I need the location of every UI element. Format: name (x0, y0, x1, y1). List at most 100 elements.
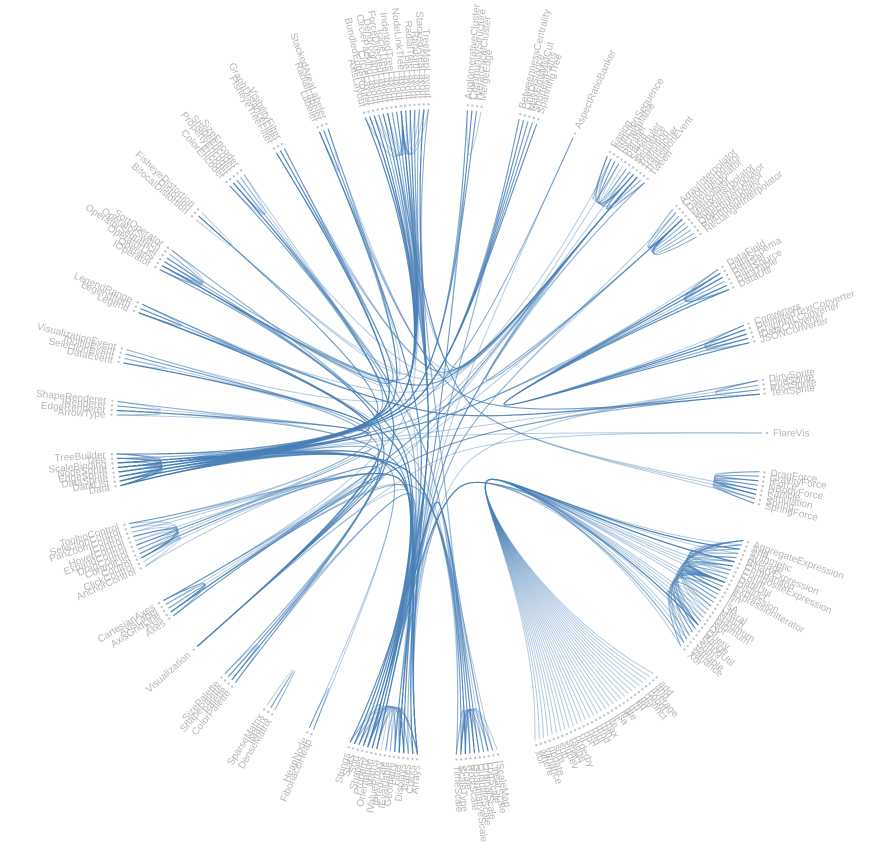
edge-AxisLabel-TextSprite (165, 393, 760, 605)
node-label-Sort[interactable]: Sort (347, 754, 362, 775)
node-dot-DataSet (725, 273, 729, 277)
node-dot-SpringForce (757, 503, 761, 506)
edge-Maths-Arrays (376, 707, 418, 755)
node-label-If[interactable]: If (725, 596, 736, 608)
edge-or-Or (484, 479, 702, 725)
edge-RandomLayout-Layout (400, 109, 420, 155)
node-dot-min (598, 716, 602, 719)
node-label-eq[interactable]: eq (634, 697, 649, 712)
node-label-AspectRatioBanker[interactable]: AspectRatioBanker (573, 48, 619, 131)
node-label-TimeScale[interactable]: TimeScale (451, 765, 465, 813)
edge-Operator-IOperator (159, 265, 201, 288)
node-label-Filter[interactable]: Filter (390, 762, 404, 786)
edge-DataList-Stats (119, 453, 411, 744)
edge-CartesianAxes-Axis (163, 582, 205, 613)
node-label-PieLayout[interactable]: PieLayout (399, 55, 414, 100)
node-label-Maths[interactable]: Maths (365, 759, 381, 788)
node-dot-Range (698, 630, 701, 633)
link-layer (116, 109, 762, 755)
node-dot-ArrayInterpolator (675, 204, 678, 207)
node-label-Dates[interactable]: Dates (400, 764, 413, 791)
edge-iff-If (484, 478, 719, 702)
edge-ExpandControl-NodeSprite (117, 445, 372, 546)
node-label-Colors[interactable]: Colors (405, 765, 418, 795)
node-dot-BinaryExpression (739, 558, 743, 561)
node-dot-mod (594, 718, 598, 722)
edge-ScaleBinding-Stats (117, 452, 411, 744)
node-label-EdgeRenderer[interactable]: EdgeRenderer (40, 401, 106, 416)
node-dot-Legend (132, 309, 136, 313)
node-label-FlareVis[interactable]: FlareVis (773, 428, 810, 439)
node-label-Layout[interactable]: Layout (390, 70, 404, 101)
node-label-Scale[interactable]: Scale (460, 764, 473, 790)
node-label-Displays[interactable]: Displays (394, 763, 409, 802)
node-dot-NodeLinkTreeLayout (404, 104, 407, 107)
node-dot-gte (622, 701, 625, 705)
edge-EdgeRenderer-NodeSprite (116, 409, 369, 469)
edge-PieLayout-Data (120, 110, 418, 487)
node-dot-sub (557, 736, 560, 739)
node-dot-Scale (464, 757, 468, 761)
edge-NodeSprite-EdgeSprite (117, 463, 162, 473)
edge-Control-IControl (133, 528, 179, 559)
node-label-TextSprite[interactable]: TextSprite (770, 383, 816, 399)
edge-Arrays-Property (367, 706, 418, 755)
edge-Axis-Scale (170, 483, 466, 754)
edge-Stats-Property (354, 704, 381, 748)
edge-CircleLayout-NodeSprite (117, 115, 416, 469)
node-dot-OperatorSequence (161, 254, 164, 257)
edge-Visualization-VisualizationEvent (126, 349, 379, 647)
edge-LogScale-Maths (376, 501, 489, 752)
edge-OperatorSequence-Operator (161, 257, 203, 285)
node-label-IRenderer[interactable]: IRenderer (61, 397, 107, 412)
node-dot-LegendItem (134, 305, 138, 308)
node-label-Arrays[interactable]: Arrays (410, 765, 423, 795)
node-label-RootScale[interactable]: RootScale (465, 764, 480, 811)
edge-ScaleBinding-QuantileScale (117, 452, 480, 753)
edge-StackedAreaLayout-Scale (419, 109, 466, 754)
node-dot-DateInterpolator (681, 211, 685, 214)
node-label-Fn[interactable]: Fn (727, 592, 743, 607)
edge-OrdinalScale-Scale (464, 708, 485, 754)
node-dot-QuantileScale (478, 756, 481, 759)
edge-SpringForce-Particle (712, 483, 757, 504)
node-dot-distinct (641, 688, 644, 691)
edge-JSONConverter-DataSet (503, 276, 750, 406)
node-label-ArrowType[interactable]: ArrowType (57, 407, 106, 421)
edge-Visualization-DataEvent (123, 362, 379, 647)
node-dot-Control (135, 558, 139, 562)
node-label-IForce[interactable]: IForce (768, 478, 798, 493)
node-label-Visualization[interactable]: Visualization (144, 650, 193, 695)
node-label-xor[interactable]: xor (532, 750, 547, 767)
edge-GraphMLConverter-DataSchema (503, 272, 747, 406)
node-label-TreeBuilder[interactable]: TreeBuilder (54, 450, 107, 464)
edge-ExpandControl-Control (136, 531, 180, 559)
edge-Range-Comparison (675, 560, 735, 629)
node-dot-Pause (624, 160, 627, 164)
edge-Simulation-IForce (713, 478, 759, 495)
node-dot-CompositeExpression (736, 566, 739, 570)
edge-Literal-Expression (679, 570, 726, 603)
node-label-ScaleType[interactable]: ScaleType (455, 765, 469, 813)
edge-LegendItem-RectSprite (140, 308, 760, 417)
node-dot-If (721, 595, 724, 599)
edge-IDataConverter-DataSet (503, 276, 749, 406)
node-label-Tree[interactable]: Tree (86, 454, 107, 467)
edge-Distortion-DataSprite (119, 215, 379, 478)
edge-Tree-Data (117, 457, 163, 487)
edge-QuantileScale-Scale (464, 709, 480, 754)
edge-ShortestPaths-NodeSprite (117, 122, 533, 469)
edge-Visualization-DataList (119, 450, 379, 647)
node-dot-xor (535, 744, 538, 747)
edge-IOperator-Visualization (159, 269, 383, 647)
edge-AxisGridLine-Axis (168, 584, 206, 613)
edge-Transitioner-Interpolator (485, 176, 683, 381)
node-label-StackedAreaLayout[interactable]: StackedAreaLayout (413, 11, 428, 99)
node-label-lt[interactable]: lt (610, 713, 622, 723)
edge-GravityForce-Particle (713, 475, 759, 491)
node-label-TreeMapLayout[interactable]: TreeMapLayout (420, 28, 433, 98)
node-label-Data[interactable]: Data (88, 483, 111, 497)
node-label-RandomLayout[interactable]: RandomLayout (408, 31, 423, 100)
edge-Transition-Easing (595, 156, 635, 204)
edge-eq-Comparison (484, 478, 735, 692)
